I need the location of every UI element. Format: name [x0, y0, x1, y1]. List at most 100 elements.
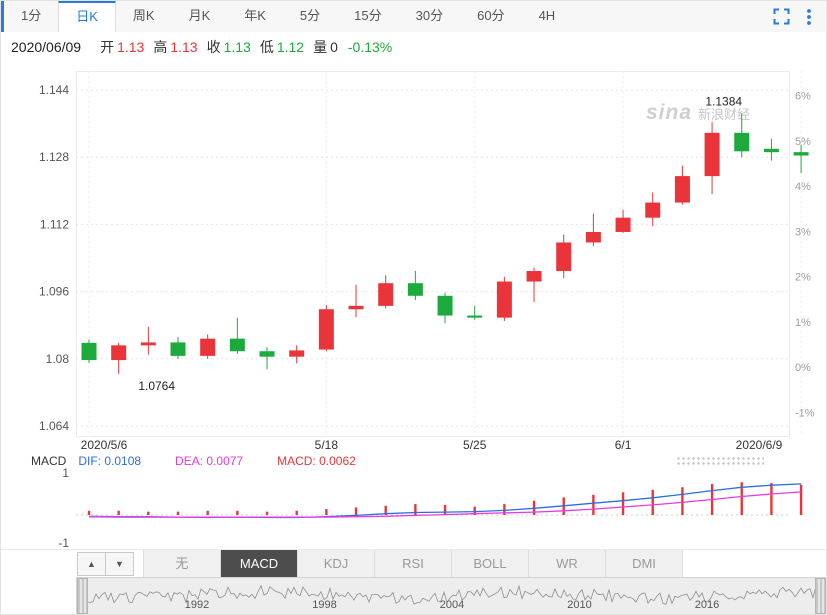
macd-readout-macd: MACD: 0.0062: [277, 454, 356, 468]
candle-6/2[interactable]: [645, 202, 661, 218]
candle-6/8[interactable]: [763, 148, 779, 153]
period-tabbar: 1分 日K 周K 月K 年K 5分 15分 30分 60分 4H: [1, 1, 826, 33]
svg-text:1.096: 1.096: [39, 285, 69, 299]
timeline-scrubber[interactable]: 1992 1998 2004 2010 2016: [76, 577, 826, 614]
candle-5/14[interactable]: [259, 351, 275, 357]
candle-6/5[interactable]: [734, 132, 750, 152]
period-tab-60min[interactable]: 60分: [477, 8, 505, 23]
period-tab-30min[interactable]: 30分: [415, 8, 444, 23]
macd-readout-dif: DIF: 0.0108: [78, 454, 142, 468]
candle-5/26[interactable]: [496, 281, 512, 318]
quote-fields: 开 1.13 高 1.13 收 1.13 低 1.12 量 0: [91, 37, 338, 57]
period-tab-15min[interactable]: 15分: [354, 8, 382, 23]
indicator-tabs: 无 MACD KDJ RSI BOLL WR DMI: [143, 549, 683, 578]
candle-5/25[interactable]: [467, 315, 483, 318]
svg-text:1: 1: [62, 466, 69, 480]
indicator-down-button[interactable]: ▼: [105, 551, 134, 576]
quote-bar: 2020/06/09 开 1.13 高 1.13 收 1.13 低 1.12 量 0 -0.13%: [1, 32, 826, 61]
svg-text:2%: 2%: [795, 272, 811, 284]
indicator-tab-rsi[interactable]: RSI: [375, 549, 452, 578]
quote-low-label: 低: [259, 38, 274, 55]
quote-high-value: 1.13: [170, 38, 198, 55]
svg-text:1.144: 1.144: [39, 83, 69, 97]
candle-5/12[interactable]: [200, 338, 216, 356]
indicator-tab-macd[interactable]: MACD: [221, 549, 298, 578]
candles[interactable]: [81, 113, 809, 374]
panel-resize-handle-dots[interactable]: [676, 456, 764, 467]
indicator-row: ▲ ▼ 无 MACD KDJ RSI BOLL WR DMI: [1, 549, 826, 578]
candle-5/6[interactable]: [81, 342, 97, 361]
fullscreen-icon[interactable]: [773, 8, 790, 25]
period-tab-5min[interactable]: 5分: [299, 8, 321, 23]
candle-6/3[interactable]: [674, 176, 690, 203]
candle-5/27[interactable]: [526, 271, 542, 282]
macd-header: MACD DIF: 0.0108 DEA: 0.0077 MACD: 0.0062: [1, 453, 826, 469]
macd-title: MACD: [31, 454, 67, 468]
svg-text:2020/6/9: 2020/6/9: [736, 438, 783, 452]
candle-5/19[interactable]: [348, 305, 364, 310]
candle-5/29[interactable]: [585, 231, 601, 243]
timeline-left-handle[interactable]: [77, 578, 88, 614]
indicator-tab-none[interactable]: 无: [144, 549, 221, 578]
candle-6/1[interactable]: [615, 217, 631, 232]
candle-5/22[interactable]: [437, 295, 453, 316]
candle-5/21[interactable]: [407, 283, 423, 296]
candle-5/13[interactable]: [229, 338, 245, 352]
svg-text:6/1: 6/1: [615, 438, 632, 452]
grid: [76, 71, 802, 437]
macd-y-labels: 1 -1: [58, 466, 69, 549]
period-tab-4h[interactable]: 4H: [538, 8, 556, 23]
candle-5/18[interactable]: [318, 309, 334, 350]
svg-text:3%: 3%: [795, 226, 811, 238]
quote-low-value: 1.12: [276, 38, 305, 55]
timeline-right-handle[interactable]: [815, 578, 826, 614]
y-axis-right-labels: 6% 5% 4% 3% 2% 1% 0% -1%: [795, 91, 815, 420]
candle-5/20[interactable]: [378, 283, 394, 306]
svg-text:-1%: -1%: [795, 407, 815, 419]
quote-close-value: 1.13: [223, 38, 251, 55]
x-axis-labels: 2020/5/6 5/18 5/25 6/1 2020/6/9: [81, 438, 783, 452]
svg-text:1.112: 1.112: [40, 217, 69, 231]
quote-open-value: 1.13: [117, 38, 145, 55]
candle-5/7[interactable]: [111, 345, 127, 361]
svg-text:1.0764: 1.0764: [138, 379, 175, 393]
period-tab-year[interactable]: 年K: [244, 8, 266, 23]
indicator-tab-kdj[interactable]: KDJ: [298, 549, 375, 578]
macd-readout-dea: DEA: 0.0077: [175, 454, 244, 468]
candle-5/15[interactable]: [289, 350, 305, 357]
period-tab-week[interactable]: 周K: [132, 8, 155, 23]
more-menu-icon[interactable]: [806, 8, 812, 26]
indicator-tab-boll[interactable]: BOLL: [452, 549, 529, 578]
svg-text:1%: 1%: [795, 317, 811, 329]
quote-high-label: 高: [153, 38, 168, 55]
candle-6/9[interactable]: [793, 152, 809, 156]
svg-text:6%: 6%: [795, 91, 811, 103]
candlestick-chart[interactable]: 1.144 1.128 1.112 1.096 1.08 1.064 6% 5% 4% 3% 2% 1…: [1, 61, 827, 453]
svg-text:1.128: 1.128: [39, 150, 69, 164]
price-annotations: 1.1384 1.0764: [138, 95, 742, 393]
svg-text:5%: 5%: [795, 136, 811, 148]
svg-text:5/18: 5/18: [315, 438, 339, 452]
svg-text:4%: 4%: [795, 181, 811, 193]
macd-chart[interactable]: 1 -1: [1, 453, 827, 549]
quote-change-percent: -0.13%: [347, 38, 393, 55]
quote-date: 2020/06/09: [11, 38, 82, 55]
period-tab-day[interactable]: 日K: [58, 1, 116, 32]
timeline-waveform: [80, 584, 823, 605]
svg-text:5/25: 5/25: [463, 438, 487, 452]
candle-5/28[interactable]: [556, 242, 572, 272]
period-tab-1min[interactable]: 1分: [21, 8, 42, 23]
macd-histogram: [87, 482, 803, 515]
candle-5/8[interactable]: [140, 342, 156, 346]
period-tab-month[interactable]: 月K: [188, 8, 211, 23]
svg-text:0%: 0%: [795, 362, 811, 374]
indicator-tab-dmi[interactable]: DMI: [606, 549, 683, 578]
quote-volume-value: 0: [330, 38, 338, 55]
accent-bar: [1, 1, 4, 32]
indicator-tab-wr[interactable]: WR: [529, 549, 606, 578]
candle-6/4[interactable]: [704, 132, 720, 177]
indicator-up-button[interactable]: ▲: [77, 551, 106, 576]
toolbar-icons: [773, 1, 826, 32]
candle-5/11[interactable]: [170, 342, 186, 356]
